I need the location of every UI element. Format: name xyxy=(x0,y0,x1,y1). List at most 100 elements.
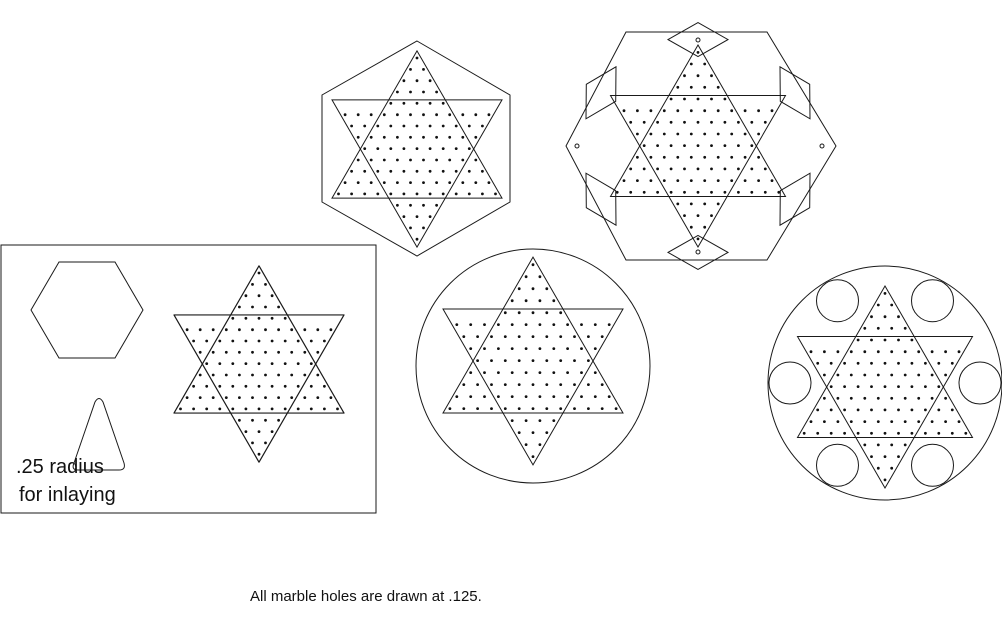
marble-hole xyxy=(924,408,927,412)
marble-hole xyxy=(369,135,373,139)
marble-hole xyxy=(545,359,549,362)
marble-hole xyxy=(883,315,887,319)
marble-hole xyxy=(192,407,196,411)
marble-hole xyxy=(396,158,399,162)
marble-hole xyxy=(441,192,445,196)
marble-hole xyxy=(205,407,209,411)
marble-hole xyxy=(944,396,947,400)
marble-hole xyxy=(593,347,597,350)
circle-cutouts xyxy=(768,279,1002,487)
marble-hole xyxy=(435,135,438,139)
marble-hole xyxy=(303,373,307,377)
marble-hole xyxy=(218,362,222,365)
marble-hole xyxy=(441,101,445,105)
marble-hole xyxy=(593,323,597,326)
marble-hole xyxy=(270,339,274,343)
marble-hole xyxy=(264,441,267,445)
marble-hole xyxy=(689,179,693,183)
marble-hole xyxy=(883,431,887,435)
marble-hole xyxy=(587,359,590,362)
marble-hole xyxy=(870,338,873,342)
marble-hole xyxy=(309,384,313,388)
marble-hole xyxy=(323,407,326,411)
marble-hole xyxy=(777,190,781,194)
marble-hole xyxy=(910,361,914,365)
marble-hole xyxy=(467,169,471,173)
marble-hole xyxy=(930,350,934,354)
marble-hole xyxy=(743,132,747,136)
marble-hole xyxy=(737,167,740,171)
marble-hole xyxy=(863,396,867,400)
marble-hole xyxy=(870,455,873,458)
marble-hole xyxy=(917,350,921,354)
marble-hole xyxy=(636,179,639,183)
marble-hole xyxy=(363,192,367,196)
marble-hole xyxy=(737,144,740,148)
marble-hole xyxy=(903,350,907,354)
marble-hole xyxy=(461,113,465,117)
marble-hole xyxy=(883,385,887,388)
marble-hole xyxy=(607,323,611,326)
marble-hole xyxy=(343,181,347,185)
marble-hole xyxy=(703,62,707,66)
marble-hole xyxy=(435,90,438,94)
marble-hole xyxy=(580,395,583,398)
marble-hole xyxy=(683,190,686,194)
marble-hole xyxy=(517,287,521,291)
marble-hole xyxy=(503,359,507,362)
hexagon-board-with-diamond-cutouts xyxy=(565,22,837,270)
marble-hole xyxy=(264,283,267,286)
marble-hole xyxy=(622,109,626,113)
marble-hole xyxy=(696,237,700,241)
marble-hole xyxy=(435,113,438,117)
marble-hole xyxy=(205,362,209,365)
marble-hole xyxy=(573,359,576,362)
marble-hole xyxy=(836,396,840,400)
marble-hole xyxy=(270,362,274,365)
marble-hole xyxy=(538,371,542,374)
marble-hole xyxy=(524,419,528,422)
marble-hole xyxy=(856,361,860,365)
marble-hole xyxy=(231,362,235,365)
marble-hole xyxy=(483,347,486,350)
marble-hole xyxy=(283,362,287,365)
marble-hole xyxy=(244,384,248,388)
marble-hole xyxy=(890,420,894,423)
marble-hole xyxy=(356,181,360,185)
marble-hole xyxy=(593,395,597,398)
marble-hole xyxy=(524,371,528,374)
marble-hole xyxy=(593,371,597,374)
marble-hole xyxy=(402,101,406,105)
marble-hole xyxy=(483,395,486,398)
marble-hole xyxy=(224,396,228,399)
marble-hole xyxy=(876,350,880,354)
marble-hole xyxy=(198,373,202,377)
marble-hole xyxy=(723,144,727,148)
marble-hole xyxy=(883,338,887,342)
marble-hole xyxy=(409,90,412,94)
marble-hole xyxy=(757,179,760,183)
marble-hole xyxy=(683,97,686,101)
marble-hole xyxy=(689,202,693,206)
marble-hole xyxy=(856,385,860,388)
marble-hole xyxy=(656,190,659,194)
marble-hole xyxy=(198,350,202,354)
marble-hole xyxy=(629,190,633,194)
marble-hole xyxy=(662,132,666,136)
marble-hole xyxy=(683,144,686,148)
diamond-cutout xyxy=(779,65,811,120)
marble-hole xyxy=(461,158,465,162)
marble-hole xyxy=(517,311,521,315)
marble-hole xyxy=(257,407,261,411)
marble-hole xyxy=(876,373,880,377)
marble-hole xyxy=(876,303,880,307)
star-triangle-up xyxy=(609,43,787,198)
marble-hole xyxy=(730,109,734,113)
marble-hole xyxy=(750,120,754,124)
marble-hole xyxy=(538,443,542,446)
marble-hole xyxy=(636,155,639,159)
marble-hole xyxy=(883,292,887,295)
marble-hole xyxy=(309,339,313,343)
marble-hole xyxy=(257,384,261,388)
marble-hole xyxy=(870,361,873,365)
